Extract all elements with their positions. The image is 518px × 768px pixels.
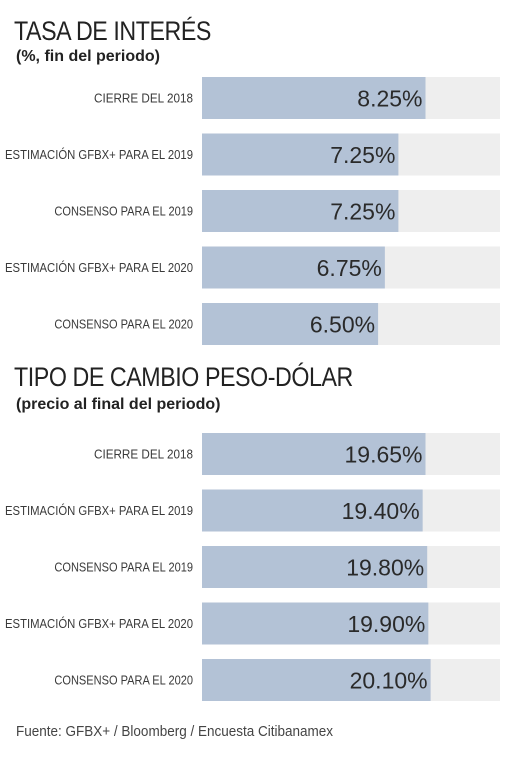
value-label: 6.75% bbox=[317, 255, 382, 281]
category-label: CONSENSO PARA EL 2019 bbox=[54, 561, 193, 575]
category-label: ESTIMACIÓN GFBX+ PARA EL 2019 bbox=[5, 503, 193, 518]
value-label: 20.10% bbox=[350, 668, 428, 694]
interest-rate-chart: CIERRE DEL 2018 8.25% ESTIMACIÓN GFBX+ PAR… bbox=[5, 77, 500, 345]
chart-2-title: TIPO DE CAMBIO PESO-DÓLAR bbox=[14, 362, 353, 392]
bar bbox=[202, 190, 399, 232]
value-label: 7.25% bbox=[330, 199, 395, 225]
category-label: CONSENSO PARA EL 2020 bbox=[54, 318, 193, 332]
bar bbox=[202, 77, 426, 119]
category-label: CIERRE DEL 2018 bbox=[94, 92, 193, 106]
bar bbox=[202, 659, 431, 701]
category-label: ESTIMACIÓN GFBX+ PARA EL 2020 bbox=[5, 616, 193, 631]
value-label: 19.65% bbox=[344, 442, 422, 468]
bar bbox=[202, 246, 385, 289]
bar bbox=[202, 303, 379, 345]
value-label: 7.25% bbox=[330, 142, 395, 168]
chart-2-subtitle: (precio al final del periodo) bbox=[16, 396, 221, 413]
value-label: 19.40% bbox=[342, 498, 420, 524]
value-label: 19.90% bbox=[347, 611, 425, 637]
bar bbox=[202, 489, 423, 532]
value-label: 19.80% bbox=[346, 555, 424, 581]
category-label: ESTIMACIÓN GFBX+ PARA EL 2020 bbox=[5, 260, 193, 275]
exchange-rate-chart: CIERRE DEL 2018 19.65% ESTIMACIÓN GFBX+ PA… bbox=[5, 433, 500, 701]
category-label: CONSENSO PARA EL 2019 bbox=[54, 205, 193, 219]
bar bbox=[202, 602, 429, 645]
bar bbox=[202, 133, 399, 176]
bar bbox=[202, 546, 428, 588]
value-label: 6.50% bbox=[310, 312, 375, 338]
chart-1-subtitle: (%, fin del periodo) bbox=[16, 48, 160, 65]
category-label: ESTIMACIÓN GFBX+ PARA EL 2019 bbox=[5, 147, 193, 162]
source-note: Fuente: GFBX+ / Bloomberg / Encuesta Cit… bbox=[16, 723, 334, 740]
value-label: 8.25% bbox=[357, 86, 422, 112]
category-label: CIERRE DEL 2018 bbox=[94, 448, 193, 462]
chart-1-title: TASA DE INTERÉS bbox=[14, 16, 211, 46]
category-label: CONSENSO PARA EL 2020 bbox=[54, 674, 193, 688]
bar bbox=[202, 433, 426, 475]
